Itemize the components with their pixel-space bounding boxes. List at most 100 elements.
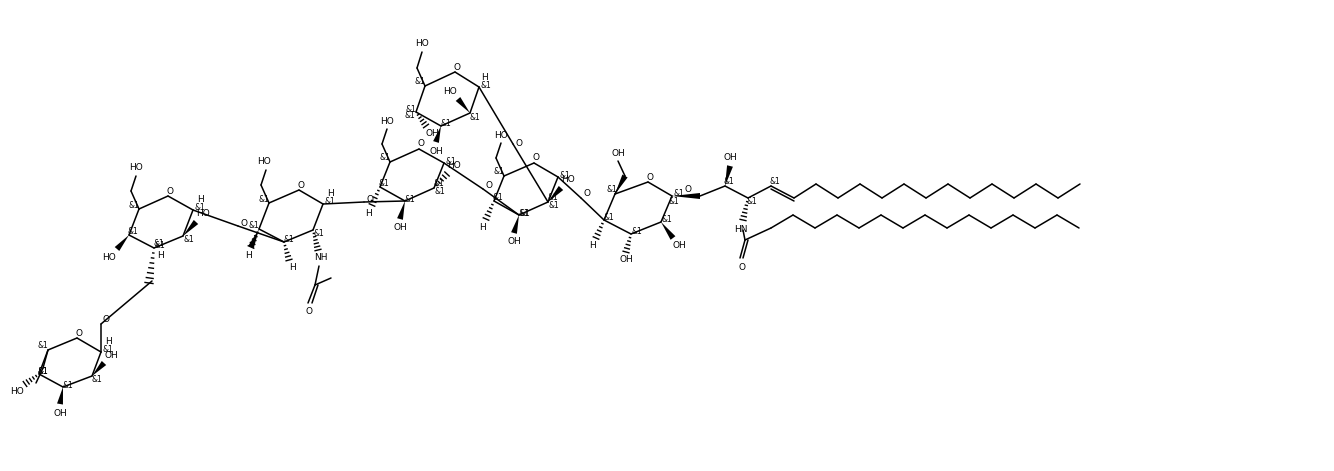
Text: OH: OH	[426, 130, 439, 138]
Text: H: H	[104, 338, 111, 347]
Text: &1: &1	[520, 209, 531, 218]
Text: O: O	[103, 316, 109, 325]
Text: HO: HO	[129, 163, 143, 172]
Text: &1: &1	[548, 194, 559, 203]
Text: OH: OH	[507, 237, 520, 246]
Text: O: O	[418, 139, 424, 148]
Text: &1: &1	[607, 186, 618, 195]
Text: OH: OH	[723, 153, 736, 162]
Text: &1: &1	[37, 341, 48, 350]
Text: OH: OH	[104, 350, 117, 359]
Text: HO: HO	[447, 162, 460, 171]
Text: OH: OH	[672, 242, 686, 251]
Polygon shape	[672, 193, 700, 199]
Text: &1: &1	[492, 194, 503, 203]
Polygon shape	[115, 235, 129, 251]
Text: &1: &1	[674, 189, 684, 198]
Text: &1: &1	[128, 227, 139, 236]
Text: HN: HN	[734, 226, 748, 235]
Text: &1: &1	[404, 195, 415, 203]
Polygon shape	[662, 222, 675, 240]
Text: &1: &1	[324, 197, 335, 206]
Text: HO: HO	[103, 252, 116, 261]
Text: &1: &1	[723, 177, 735, 186]
Text: HO: HO	[494, 130, 508, 139]
Text: OH: OH	[53, 408, 67, 417]
Text: &1: &1	[434, 179, 444, 188]
Text: O: O	[486, 180, 492, 189]
Text: HO: HO	[443, 87, 456, 96]
Text: &1: &1	[770, 177, 780, 186]
Text: H: H	[196, 195, 203, 204]
Text: &1: &1	[248, 221, 259, 230]
Text: &1: &1	[631, 227, 643, 236]
Text: &1: &1	[103, 346, 113, 355]
Text: &1: &1	[470, 113, 480, 122]
Text: H: H	[157, 252, 164, 260]
Text: &1: &1	[548, 202, 559, 211]
Text: &1: &1	[153, 239, 164, 249]
Text: &1: &1	[603, 212, 615, 221]
Text: &1: &1	[37, 366, 48, 375]
Text: &1: &1	[560, 171, 571, 179]
Text: OH: OH	[611, 148, 624, 157]
Text: &1: &1	[480, 81, 491, 89]
Text: &1: &1	[662, 216, 672, 225]
Polygon shape	[615, 175, 627, 194]
Text: &1: &1	[435, 187, 446, 196]
Text: &1: &1	[440, 120, 451, 129]
Text: HO: HO	[415, 39, 428, 48]
Text: H: H	[327, 189, 334, 198]
Text: &1: &1	[63, 381, 73, 390]
Text: OH: OH	[394, 224, 407, 233]
Text: H: H	[480, 73, 487, 81]
Text: OH: OH	[619, 255, 632, 265]
Text: &1: &1	[668, 197, 679, 206]
Text: &1: &1	[404, 112, 415, 121]
Text: HO: HO	[11, 388, 24, 397]
Text: O: O	[367, 195, 374, 203]
Text: &1: &1	[184, 236, 195, 244]
Text: H: H	[588, 242, 595, 251]
Text: &1: &1	[379, 179, 390, 188]
Text: &1: &1	[284, 236, 295, 244]
Text: &1: &1	[92, 375, 103, 384]
Text: O: O	[454, 63, 460, 72]
Polygon shape	[456, 97, 470, 113]
Text: O: O	[305, 307, 312, 316]
Text: H: H	[245, 251, 252, 260]
Text: O: O	[684, 186, 691, 195]
Text: O: O	[739, 262, 746, 271]
Text: NH: NH	[315, 253, 328, 262]
Text: HO: HO	[380, 116, 394, 125]
Text: O: O	[532, 154, 539, 162]
Text: OH: OH	[430, 146, 443, 155]
Text: &1: &1	[406, 105, 416, 114]
Text: HO: HO	[196, 210, 209, 219]
Text: O: O	[515, 139, 523, 148]
Text: &1: &1	[519, 209, 530, 218]
Text: O: O	[167, 187, 173, 195]
Text: O: O	[297, 180, 304, 189]
Polygon shape	[57, 387, 63, 405]
Text: O: O	[583, 189, 591, 198]
Text: &1: &1	[259, 195, 269, 203]
Text: &1: &1	[494, 168, 504, 177]
Text: &1: &1	[415, 78, 426, 87]
Text: &1: &1	[313, 229, 324, 238]
Text: HO: HO	[562, 176, 575, 185]
Text: &1: &1	[747, 197, 758, 206]
Text: &1: &1	[195, 203, 205, 212]
Polygon shape	[548, 186, 563, 202]
Text: O: O	[240, 219, 248, 227]
Polygon shape	[183, 220, 199, 236]
Polygon shape	[511, 215, 519, 234]
Text: HO: HO	[257, 157, 271, 167]
Text: &1: &1	[380, 154, 391, 162]
Text: &1: &1	[128, 201, 139, 210]
Text: &1: &1	[155, 242, 165, 251]
Text: H: H	[288, 263, 295, 273]
Polygon shape	[92, 361, 107, 376]
Text: H: H	[479, 222, 486, 232]
Polygon shape	[248, 229, 259, 248]
